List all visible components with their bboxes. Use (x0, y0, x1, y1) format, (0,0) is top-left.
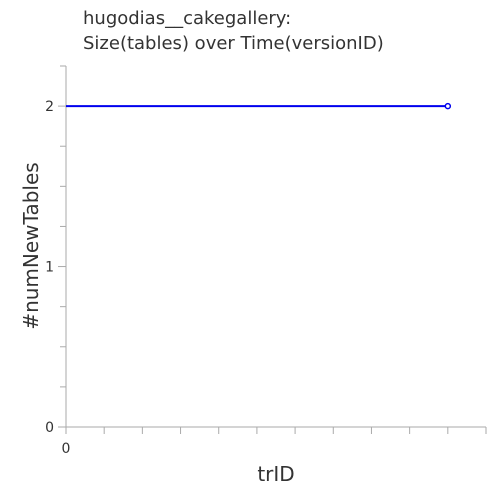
chart-title-line-1: hugodias__cakegallery: (83, 8, 292, 29)
chart-title-line-2: Size(tables) over Time(versionID) (83, 33, 384, 54)
x-ticks: 0 (62, 427, 487, 457)
x-axis-title: trID (257, 462, 294, 486)
chart-title: hugodias__cakegallery: Size(tables) over… (83, 6, 384, 56)
data-point (444, 102, 452, 110)
y-ticks: 0 1 2 (45, 65, 66, 436)
y-axis-title: #numNewTables (19, 162, 43, 329)
x-tick-label: 0 (62, 441, 71, 457)
y-tick-label: 0 (45, 420, 54, 436)
series-group (66, 102, 452, 110)
y-tick-label: 1 (45, 260, 54, 276)
y-tick-label: 2 (45, 99, 54, 115)
